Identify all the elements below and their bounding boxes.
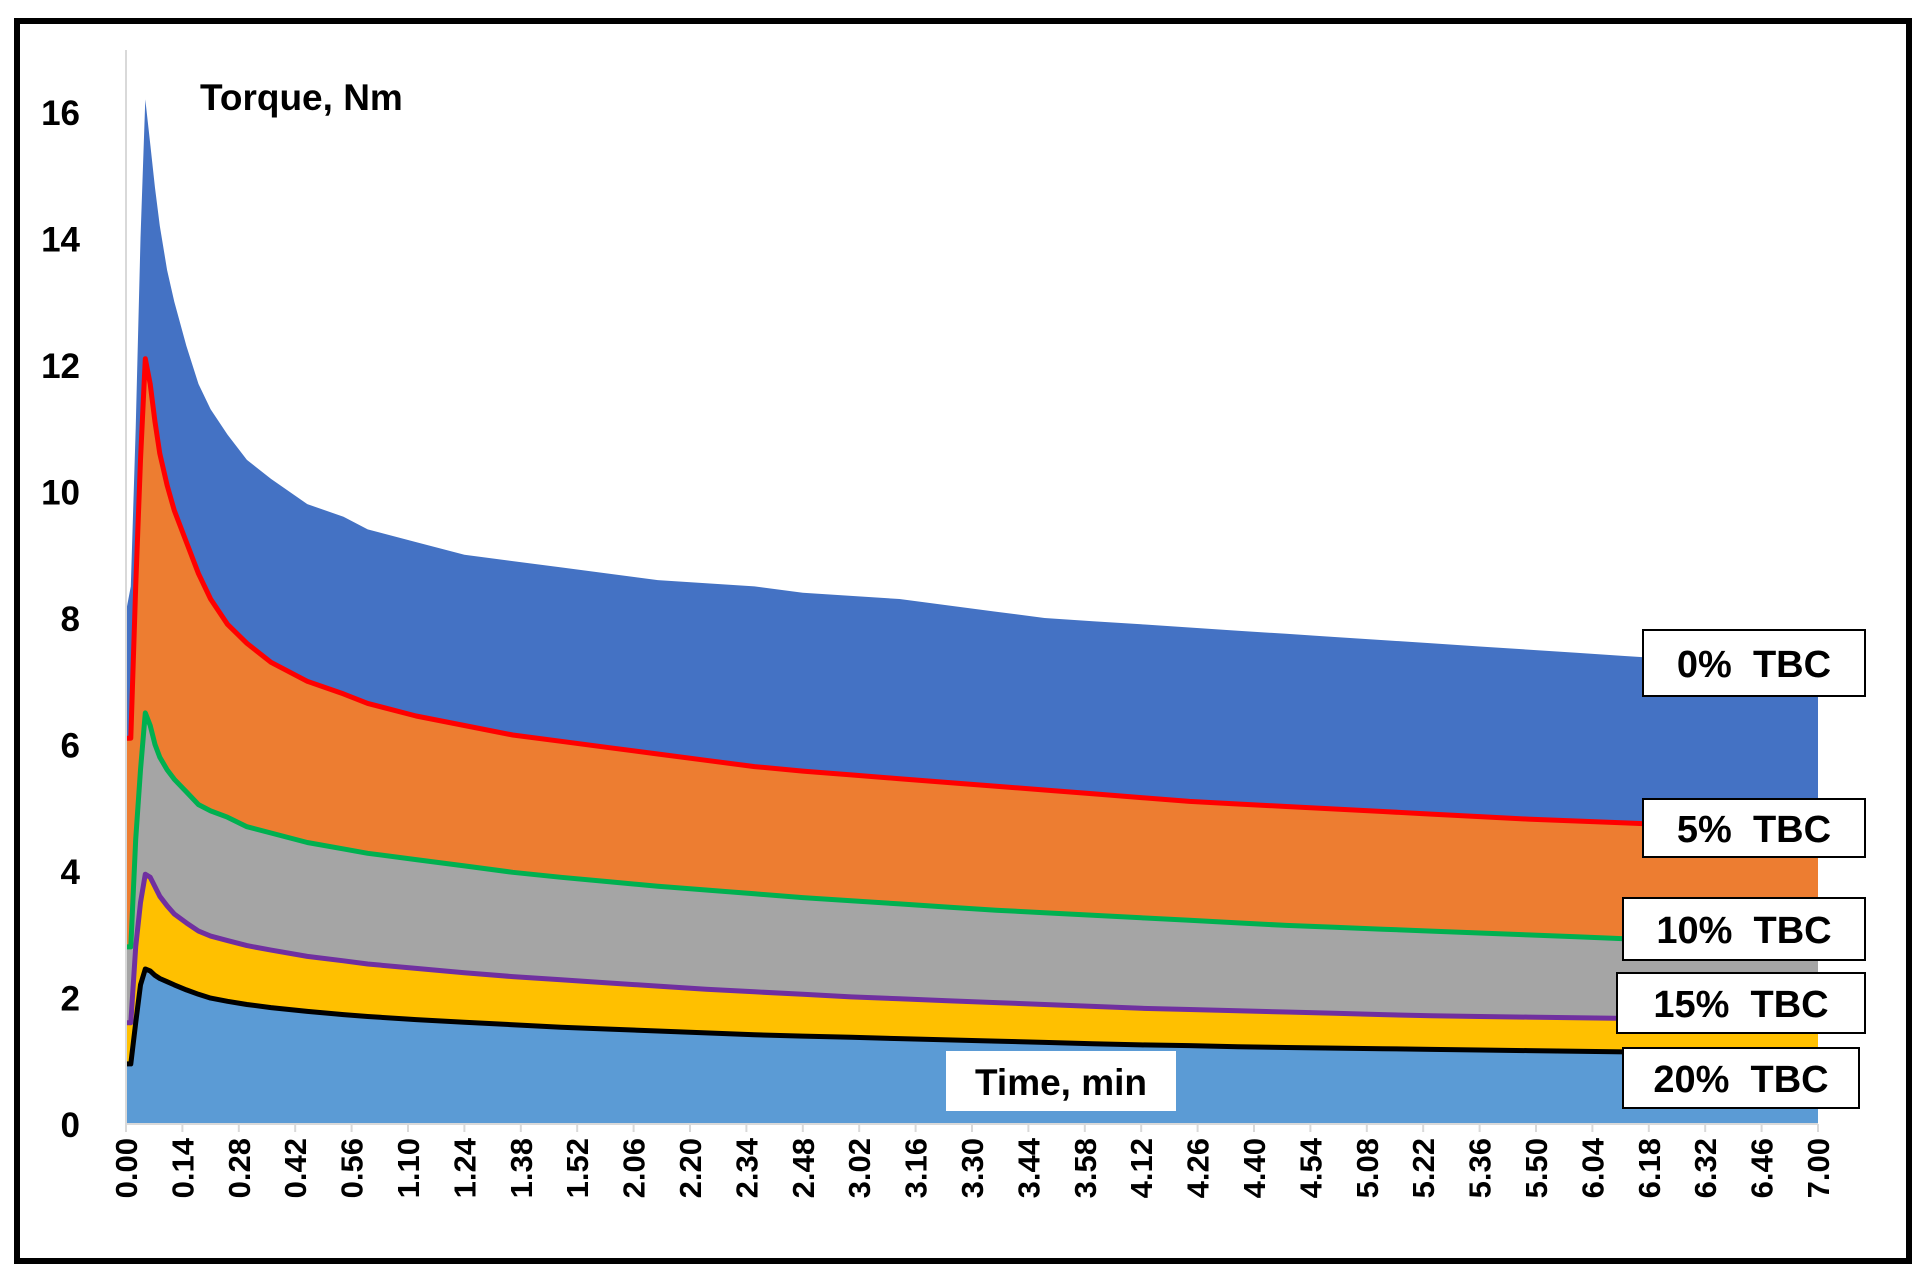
- y-tick-label: 12: [41, 347, 80, 386]
- series-label-15pct-tbc: 15% TBC: [1616, 972, 1866, 1034]
- x-tick-label: 1.38: [504, 1138, 539, 1198]
- y-tick-label: 2: [61, 980, 80, 1019]
- x-tick-label: 6.18: [1632, 1138, 1667, 1198]
- x-tick-label: 5.08: [1350, 1138, 1385, 1198]
- series-label-box: [1642, 629, 1866, 697]
- y-tick-label: 16: [41, 94, 80, 133]
- y-tick-labels: 0 2 4 6 8 10 12 14 16: [41, 94, 80, 1145]
- series-labels: 0% TBC 5% TBC 10% TBC 15% TBC 20% TBC: [1616, 629, 1866, 1109]
- x-axis-title-box: Time, min: [946, 1051, 1176, 1111]
- x-tick-label: 3.30: [955, 1138, 990, 1198]
- series-label-text: 0% TBC: [1677, 644, 1831, 686]
- x-tick-label: 1.10: [391, 1138, 426, 1198]
- y-tick-label: 4: [61, 853, 81, 892]
- series-label-text: 10% TBC: [1656, 910, 1831, 952]
- y-tick-label: 0: [61, 1106, 80, 1145]
- series-label-box: [1622, 897, 1866, 961]
- x-tick-label: 1.24: [447, 1137, 482, 1198]
- x-tick-label: 2.34: [729, 1137, 764, 1198]
- x-tick-label: 4.12: [1124, 1138, 1159, 1198]
- series-label-text: 15% TBC: [1653, 984, 1828, 1026]
- x-tick-label: 4.54: [1293, 1137, 1328, 1198]
- x-tick-label: 3.58: [1068, 1138, 1103, 1198]
- x-tick-label: 5.50: [1519, 1138, 1554, 1198]
- line-series-group: [126, 356, 1818, 1067]
- x-tick-label: 7.00: [1801, 1138, 1836, 1198]
- x-tick-label: 0.00: [109, 1138, 144, 1198]
- series-label-5pct-tbc: 5% TBC: [1642, 798, 1866, 858]
- x-tick-label: 2.06: [617, 1138, 652, 1198]
- x-tick-label: 0.14: [165, 1137, 200, 1198]
- y-axis-title: Torque, Nm: [200, 77, 403, 118]
- x-tick-label: 3.44: [1011, 1137, 1046, 1198]
- line-10pct-tbc: [126, 710, 1818, 950]
- area-20pct-tbc: [126, 969, 1818, 1124]
- x-tick-label: 5.36: [1463, 1138, 1498, 1198]
- y-tick-label: 14: [41, 221, 80, 260]
- x-tick-labels: 0.00 0.14 0.28 0.42 0.56 1.10 1.24 1.38 1.52 2.06…: [109, 1124, 1836, 1198]
- series-label-box: [1642, 798, 1866, 858]
- line-5pct-tbc: [126, 356, 1818, 830]
- x-tick-label: 1.52: [560, 1138, 595, 1198]
- x-axis-title: Time, min: [975, 1062, 1147, 1103]
- x-tick-label: 2.20: [673, 1138, 708, 1198]
- x-tick-label: 6.46: [1745, 1138, 1780, 1198]
- y-tick-label: 8: [61, 600, 80, 639]
- x-tick-label: 5.22: [1406, 1138, 1441, 1198]
- x-tick-label: 0.42: [278, 1138, 313, 1198]
- x-tick-label: 4.26: [1181, 1138, 1216, 1198]
- series-label-text: 5% TBC: [1677, 809, 1831, 851]
- y-tick-label: 10: [41, 474, 80, 513]
- series-label-box: [1616, 972, 1866, 1034]
- area-series-group: [126, 99, 1818, 1124]
- y-tick-label: 6: [61, 727, 80, 766]
- x-tick-label: 6.32: [1688, 1138, 1723, 1198]
- x-tick-label: 3.02: [842, 1138, 877, 1198]
- series-label-20pct-tbc: 20% TBC: [1622, 1047, 1860, 1109]
- line-20pct-tbc: [126, 966, 1818, 1067]
- x-tick-label: 3.16: [899, 1138, 934, 1198]
- x-tick-label: 2.48: [786, 1138, 821, 1198]
- x-tick-label: 6.04: [1575, 1137, 1610, 1198]
- series-label-text: 20% TBC: [1653, 1059, 1828, 1101]
- line-15pct-tbc: [126, 871, 1818, 1026]
- series-label-10pct-tbc: 10% TBC: [1622, 897, 1866, 961]
- x-tick-label: 0.28: [222, 1138, 257, 1198]
- x-tick-label: 4.40: [1237, 1138, 1272, 1198]
- series-label-0pct-tbc: 0% TBC: [1642, 629, 1866, 697]
- x-tick-label: 0.56: [335, 1138, 370, 1198]
- series-label-box: [1622, 1047, 1860, 1109]
